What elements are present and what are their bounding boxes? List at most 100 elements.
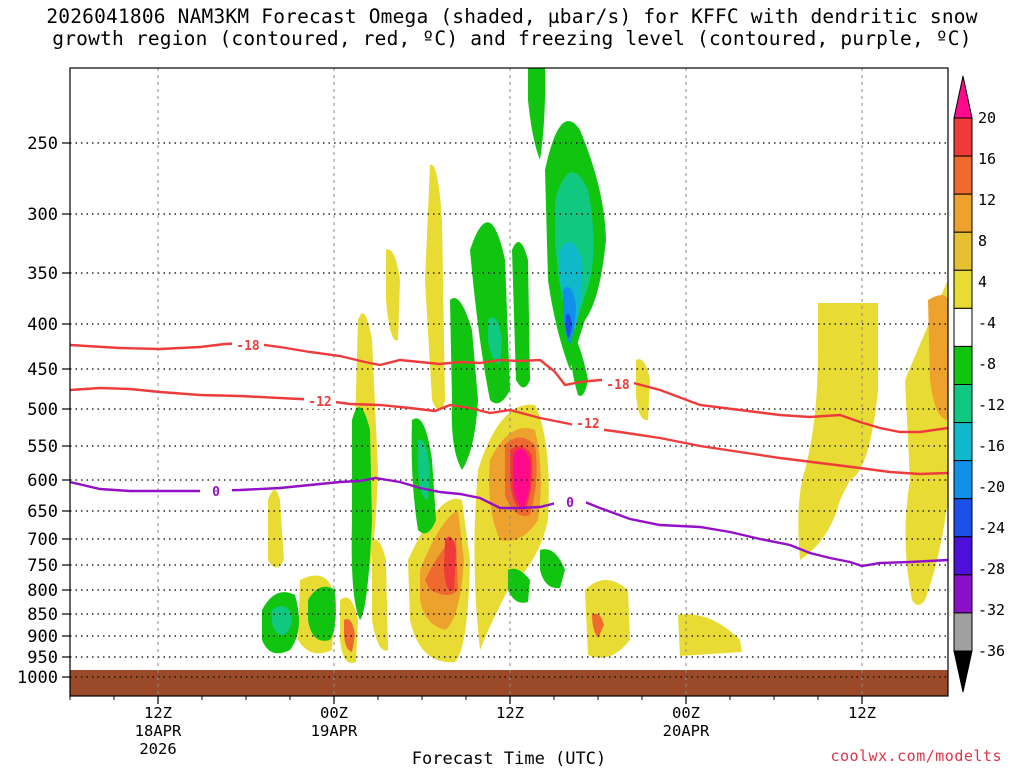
colorbar-segment-9: [953, 422, 973, 462]
colorbar-segment-10: [953, 460, 973, 500]
shade-yellow-12: [678, 614, 742, 656]
contour-label-bg: [602, 376, 634, 392]
y-tick-label-850: 850: [27, 605, 58, 625]
colorbar-label-13: -36: [978, 642, 1005, 660]
x-tick-label-4-0: 12Z: [848, 704, 876, 722]
colorbar-label-8: -16: [978, 437, 1005, 455]
title-line-1: 2026041806 NAM3KM Forecast Omega (shaded…: [46, 5, 978, 28]
shade-yellow-5: [372, 539, 388, 651]
contour-label--12-0: -12: [308, 395, 331, 410]
shade-darkorange-3: [344, 619, 355, 652]
contour-label--12-1: -12: [576, 417, 599, 432]
chart-title: 2026041806 NAM3KM Forecast Omega (shaded…: [0, 6, 1024, 50]
credit-text: coolwx.com/modelts: [830, 747, 1002, 765]
shade-green-6: [470, 222, 510, 404]
shade-yellow-1: [268, 490, 284, 568]
colorbar-segment-13: [953, 574, 973, 614]
y-tick-label-500: 500: [27, 400, 58, 420]
colorbar: 20 16 12 8 4 -4 -8 -12 -16 -20 -24 -28 -32 -36: [953, 75, 1005, 693]
colorbar-segment-2: [953, 155, 973, 195]
shade-yellow-13: [798, 303, 878, 560]
y-tick-label-250: 250: [27, 134, 58, 154]
shade-darkorange-4: [592, 613, 604, 638]
colorbar-label-12: -32: [978, 601, 1005, 619]
shade-green-8: [528, 68, 546, 160]
shade-green-11: [508, 568, 530, 603]
colorbar-segment-4: [953, 231, 973, 271]
shade-cyan-1: [560, 242, 583, 330]
colorbar-top-arrow: [953, 75, 973, 119]
y-tick-label-750: 750: [27, 556, 58, 576]
x-axis-label: Forecast Time (UTC): [412, 749, 606, 768]
x-tick-label-2-0: 12Z: [496, 704, 524, 722]
colorbar-segment-11: [953, 498, 973, 538]
contours: -18 -18 -12 -12 0 0: [70, 337, 948, 568]
contour-label-bg: [200, 483, 232, 499]
colorbar-label-9: -20: [978, 478, 1005, 496]
plot-frame: [69, 67, 949, 697]
y-tick-label-950: 950: [27, 648, 58, 668]
shade-teal-1: [271, 606, 292, 635]
contour-label--18-1: -18: [606, 378, 630, 393]
y-tick-label-650: 650: [27, 502, 58, 522]
y-tick-label-900: 900: [27, 627, 58, 647]
omega-shading: [70, 68, 948, 696]
colorbar-segment-14: [953, 612, 973, 652]
shade-green-10: [568, 325, 588, 396]
colorbar-label-4: 4: [978, 273, 987, 291]
shade-teal-3: [488, 317, 502, 365]
contour-label-0-1: 0: [566, 496, 574, 511]
y-tick-label-400: 400: [27, 315, 58, 335]
contour-label-bg: [304, 393, 336, 409]
colorbar-segment-6: [953, 307, 973, 347]
x-tick-label-0-0: 12Z: [144, 704, 172, 722]
title-line-2: growth region (contoured, red, ºC) and f…: [52, 27, 972, 50]
shade-green-2: [308, 586, 336, 641]
colorbar-label-10: -24: [978, 519, 1005, 537]
colorbar-segment-1: [953, 117, 973, 157]
colorbar-label-5: -4: [978, 314, 996, 332]
y-tick-label-700: 700: [27, 530, 58, 550]
shade-teal-2: [418, 439, 430, 500]
colorbar-segment-8: [953, 384, 973, 424]
y-axis: 2503003504004505005506006507007508008509…: [17, 134, 70, 688]
colorbar-segment-3: [953, 193, 973, 233]
shade-green-5: [450, 298, 478, 470]
shade-green-12: [540, 549, 565, 589]
colorbar-label-7: -12: [978, 396, 1005, 414]
x-tick-label-1-1: 19APR: [311, 722, 358, 740]
y-tick-label-450: 450: [27, 360, 58, 380]
shade-yellow-6: [386, 249, 400, 341]
grid: [70, 68, 948, 696]
ground-shading: [70, 670, 948, 696]
shade-green-7: [512, 242, 530, 388]
x-tick-label-1-0: 00Z: [320, 704, 348, 722]
colorbar-segment-12: [953, 536, 973, 576]
colorbar-segment-5: [953, 269, 973, 309]
shade-green-3: [351, 407, 372, 620]
y-tick-label-300: 300: [27, 205, 58, 225]
shade-yellow-7: [425, 164, 445, 410]
colorbar-bottom-arrow: [953, 650, 973, 693]
shade-yellow-11: [636, 359, 650, 421]
colorbar-label-2: 12: [978, 191, 996, 209]
x-tick-label-0-2: 2026: [139, 740, 176, 758]
colorbar-segment-7: [953, 345, 973, 385]
colorbar-label-0: 20: [978, 109, 996, 127]
x-tick-label-0-1: 18APR: [135, 722, 182, 740]
contour-label-0-0: 0: [212, 485, 220, 500]
y-tick-label-550: 550: [27, 437, 58, 457]
contour-label--18-0: -18: [236, 339, 260, 354]
colorbar-label-6: -8: [978, 355, 996, 373]
shade-orange-3: [928, 295, 948, 420]
x-tick-label-3-1: 20APR: [663, 722, 710, 740]
contour-line--12: [70, 386, 948, 476]
shade-red-1: [444, 536, 456, 591]
shade-yellow-10: [585, 580, 630, 658]
y-tick-label-600: 600: [27, 471, 58, 491]
contour-line-0: [70, 476, 948, 568]
y-tick-label-350: 350: [27, 264, 58, 284]
contour-line--18: [70, 341, 948, 434]
